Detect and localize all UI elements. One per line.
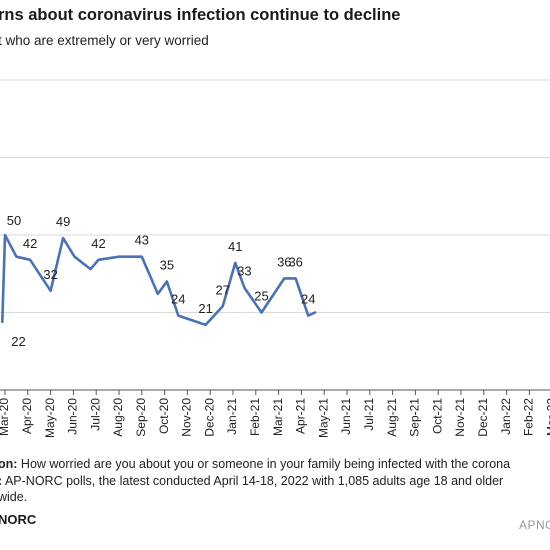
question-text: How worried are you about you or someone… <box>20 457 511 471</box>
footer-question: on: How worried are you about you or som… <box>0 457 510 471</box>
x-tick-label: May-20 <box>43 398 57 438</box>
data-label: 42 <box>23 236 37 251</box>
x-tick-label: Nov-21 <box>453 398 467 437</box>
x-tick-label: Aug-20 <box>111 398 125 437</box>
source-text: AP-NORC polls, the latest conducted Apri… <box>4 474 504 488</box>
footer-source: : AP-NORC polls, the latest conducted Ap… <box>0 474 503 488</box>
chart-title: rns about coronavirus infection continue… <box>0 6 401 24</box>
x-tick-label: Jun-20 <box>66 398 80 435</box>
series-layer <box>0 233 317 327</box>
data-label: 36 <box>288 254 302 269</box>
x-tick-label: Dec-20 <box>202 398 216 437</box>
data-label: 42 <box>91 236 105 251</box>
data-label: 22 <box>11 334 25 349</box>
x-tick-label: Apr-21 <box>294 398 308 434</box>
data-label: 21 <box>198 301 212 316</box>
data-label: 32 <box>43 267 57 282</box>
data-label: 35 <box>160 258 174 273</box>
x-tick-label: Oct-21 <box>430 398 444 434</box>
x-tick-label: Mar-22 <box>544 398 550 436</box>
x-tick-label: May-21 <box>316 398 330 438</box>
grid-layer <box>0 79 550 313</box>
x-tick-label: Aug-21 <box>385 398 399 437</box>
x-tick-label: Jan-22 <box>499 398 513 435</box>
data-label: 43 <box>135 233 149 248</box>
norc-logo: NORC <box>0 512 37 527</box>
x-tick-label: Jun-21 <box>339 398 353 435</box>
footer-extra: wide. <box>0 490 27 504</box>
x-tick-label: Apr-20 <box>20 398 34 434</box>
data-label: 25 <box>254 289 268 304</box>
data-label: 41 <box>228 239 242 254</box>
x-tick-label: Jul-21 <box>362 398 376 431</box>
x-tick-label: Mar-20 <box>0 398 11 436</box>
x-tick-label: Mar-21 <box>271 398 285 436</box>
data-label: 50 <box>7 213 21 228</box>
x-tick-label: Oct-20 <box>157 398 171 434</box>
x-axis: Mar-20 Apr-20 May-20 Jun-20 Jul-20 Aug-20 Sep-… <box>0 389 550 438</box>
data-label: 24 <box>301 292 315 307</box>
x-tick-label: Feb-22 <box>522 398 536 436</box>
x-tick-label: Jan-21 <box>225 398 239 435</box>
x-tick-label: Jul-20 <box>88 398 102 431</box>
data-label: 49 <box>56 214 70 229</box>
data-label: 36 <box>277 254 291 269</box>
data-label: 33 <box>237 264 251 279</box>
chart-subtitle: t who are extremely or very worried <box>0 33 209 48</box>
footer-extra-text: wide. <box>0 490 28 504</box>
x-tick-label: Nov-20 <box>180 398 194 437</box>
x-tick-label: Dec-21 <box>476 398 490 437</box>
series-line <box>0 233 317 327</box>
x-tick-label: Feb-21 <box>248 398 262 436</box>
data-label: 27 <box>216 282 230 297</box>
credit-text: APNO <box>519 518 550 532</box>
source-label: : <box>0 474 2 488</box>
question-label: on: <box>0 457 18 471</box>
data-label: 24 <box>171 292 185 307</box>
x-tick-label: Sep-20 <box>134 398 148 437</box>
x-tick-label: Sep-21 <box>408 398 422 437</box>
